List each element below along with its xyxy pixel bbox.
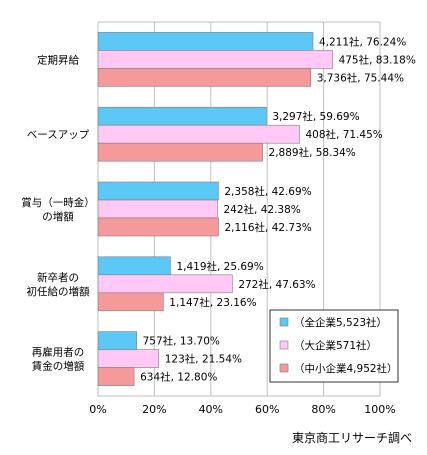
- data-label: 757社, 13.70%: [143, 335, 220, 348]
- legend-label: （大企業571社）: [294, 339, 377, 352]
- category-label: 新卒者の: [37, 271, 79, 284]
- bar: [97, 68, 312, 87]
- bar: [97, 367, 135, 386]
- bar: [97, 331, 137, 350]
- legend: （全企業5,523社） （大企業571社） （中小企業4,952社）: [269, 309, 399, 383]
- category-label: の増額: [42, 210, 74, 223]
- data-label: 634社, 12.80%: [140, 371, 217, 384]
- x-tick-label: 60%: [255, 403, 279, 416]
- data-labels: 4,211社, 76.24% 475社, 83.18% 3,736社, 75.44%…: [140, 35, 416, 383]
- category-label: 定期昇給: [37, 53, 79, 66]
- bar: [97, 292, 164, 312]
- x-tick-label: 20%: [142, 403, 166, 416]
- bar: [97, 142, 263, 162]
- data-label: 272社, 47.63%: [238, 278, 315, 291]
- category-label: 再雇用者の: [32, 346, 85, 359]
- data-label: 2,889社, 58.34%: [269, 146, 356, 159]
- bar: [97, 50, 333, 69]
- bar: [97, 124, 300, 144]
- data-label: 3,736社, 75.44%: [317, 71, 404, 84]
- bar: [97, 199, 218, 219]
- data-label: 1,419社, 25.69%: [176, 260, 263, 273]
- bars: [97, 32, 333, 386]
- x-tick-label: 0%: [89, 403, 106, 416]
- data-label: 2,116社, 42.73%: [224, 221, 311, 234]
- category-label: 賃金の増額: [32, 360, 85, 373]
- x-tick-label: 80%: [311, 403, 335, 416]
- bar: [97, 274, 233, 294]
- data-label: 2,358社, 42.69%: [224, 185, 311, 198]
- legend-swatch: [279, 340, 289, 350]
- bar: [97, 256, 171, 276]
- bar: [97, 32, 314, 51]
- category-label: 賞与（一時金）: [21, 196, 95, 209]
- legend-swatch: [279, 317, 289, 327]
- legend-box: [269, 309, 399, 383]
- x-tick-label: 40%: [199, 403, 223, 416]
- data-label: 408社, 71.45%: [305, 128, 382, 141]
- source-note: 東京商工リサーチ調べ: [292, 430, 412, 445]
- legend-label: （中小企業4,952社）: [294, 362, 398, 375]
- data-label: 242社, 42.38%: [224, 203, 301, 216]
- legend-swatch: [279, 363, 289, 373]
- data-label: 4,211社, 76.24%: [319, 35, 406, 48]
- data-label: 1,147社, 23.16%: [169, 296, 256, 309]
- x-axis-tick-labels: 0% 20% 40% 60% 80% 100%: [89, 403, 395, 416]
- data-label: 3,297社, 59.69%: [272, 110, 359, 123]
- bar: [97, 181, 219, 201]
- x-tick-label: 100%: [364, 403, 395, 416]
- bar: [97, 106, 267, 126]
- data-label: 475社, 83.18%: [339, 53, 416, 66]
- data-label: 123社, 21.54%: [165, 353, 242, 366]
- legend-label: （全企業5,523社）: [294, 316, 387, 329]
- category-label: 初任給の増額: [27, 285, 90, 298]
- category-label: ベースアップ: [27, 129, 90, 141]
- bar: [97, 217, 219, 237]
- bar: [97, 349, 160, 368]
